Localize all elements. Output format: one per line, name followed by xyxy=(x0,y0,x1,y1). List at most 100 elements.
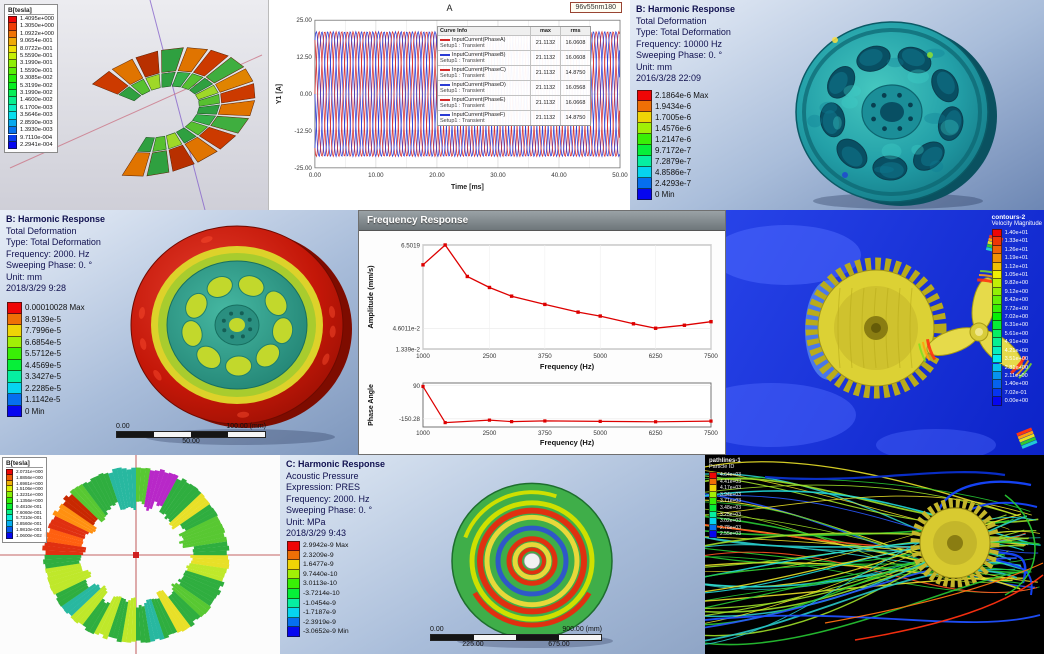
legend-color-cell xyxy=(8,119,17,128)
legend-color-cell xyxy=(6,532,13,539)
panel-pathlines: pathlines-1 Particle ID 4.64e+03 4.41e+03… xyxy=(705,455,1044,654)
legend-row: 7.7996e-5 xyxy=(7,325,85,337)
legend-color-cell xyxy=(637,101,652,112)
legend-color-cell xyxy=(991,296,1002,305)
curve-table-row: InputCurrent(PhaseA) Setup1 : Transient 21… xyxy=(438,36,590,51)
window-titlebar[interactable]: Frequency Response xyxy=(359,211,725,231)
legend-value: 2.0731e+000 xyxy=(16,469,43,474)
legend-row: 0.00010028 Max xyxy=(7,302,85,314)
legend-value: 2.3209e-9 xyxy=(303,551,334,559)
legend-color-cell xyxy=(637,156,652,167)
legend-value: 0.00010028 Max xyxy=(25,303,85,312)
legend-color-cell xyxy=(6,492,13,498)
legend-row: 1.19e+01 xyxy=(991,254,1042,263)
svg-text:7500: 7500 xyxy=(704,430,718,437)
info-line: Frequency: 2000. Hz xyxy=(286,493,370,504)
legend-color-cell xyxy=(991,338,1002,347)
svg-text:-12.50: -12.50 xyxy=(294,128,312,135)
info-line: B: Harmonic Response xyxy=(636,4,736,14)
b-field-legend: B[tesla] 2.0731e+000 1.8856e+000 1.6981e+0… xyxy=(2,457,47,543)
scale-bar: 0.00 900.00 (mm) 225.00 675.00 xyxy=(430,626,602,650)
legend-color-cell xyxy=(709,531,717,538)
legend-row: 5.5712e-5 xyxy=(7,348,85,360)
legend-value: 3.25e+03 xyxy=(720,511,741,518)
legend-value: 4.21e+00 xyxy=(1004,347,1029,354)
legend-color-cell xyxy=(709,491,717,499)
legend-color-cell xyxy=(991,237,1002,246)
legend-row: 2.2285e-5 xyxy=(7,382,85,394)
curve-info-table: Curve Info max rms InputCurrent(PhaseA) Setu… xyxy=(437,26,591,126)
legend-color-cell xyxy=(6,503,13,510)
legend-value: 3.02e+03 xyxy=(720,518,741,525)
curve-setup: Setup1 : Transient xyxy=(440,73,485,79)
legend-row: 2.3209e-9 xyxy=(287,550,349,561)
legend-value: 1.3050e+000 xyxy=(20,23,55,30)
legend-row: 3.1990e-002 xyxy=(8,90,54,98)
legend-row: 5.3199e-002 xyxy=(8,82,54,91)
scale-q3: 675.00 xyxy=(548,641,570,648)
legend-value: 3.94e+03 xyxy=(720,491,741,498)
velocity-legend: contours-2 Velocity Magnitude 1.40e+01 1.… xyxy=(991,214,1042,406)
legend-value: 1.4600e-002 xyxy=(20,97,53,104)
legend-value: 1.6981e+000 xyxy=(16,480,43,486)
legend-value: 6.1700e-003 xyxy=(20,104,53,111)
svg-text:Frequency (Hz): Frequency (Hz) xyxy=(540,362,595,371)
legend-value: 1.40e+01 xyxy=(1004,230,1029,236)
scale-mid: 50.00 xyxy=(182,438,200,445)
legend-color-cell xyxy=(6,526,13,533)
curve-table-header-cell: max xyxy=(530,27,560,35)
info-line: C: Harmonic Response xyxy=(286,459,386,469)
legend-value: 0 Min xyxy=(25,406,45,416)
legend-color-cell xyxy=(6,486,13,493)
legend-value: 1.3231e+000 xyxy=(16,492,43,498)
legend-row: 4.17e+03 xyxy=(709,485,741,492)
curve-table-row: InputCurrent(PhaseD) Setup1 : Transient 21… xyxy=(438,81,590,96)
legend-color-cell xyxy=(6,509,13,516)
legend-row: 7.72e+00 xyxy=(991,304,1042,314)
legend-color-cell xyxy=(7,371,22,383)
legend-value: 3.3427e-5 xyxy=(25,372,62,381)
svg-text:6250: 6250 xyxy=(649,430,663,437)
legend-title: contours-2 xyxy=(991,214,1026,221)
curve-name: InputCurrent(PhaseE) xyxy=(452,97,506,103)
legend-value: 1.1142e-5 xyxy=(25,395,61,404)
info-line: Type: Total Deformation xyxy=(636,27,731,37)
legend-color-cell xyxy=(991,388,1002,398)
legend-color-cell xyxy=(991,279,1002,288)
curve-setup: Setup1 : Transient xyxy=(440,103,485,109)
legend-row: 5.61e+00 xyxy=(991,329,1042,339)
curve-rms-value: 16.0568 xyxy=(560,81,590,95)
legend-row: -3.7214e-10 xyxy=(287,588,349,599)
legend-color-cell xyxy=(6,497,13,504)
legend-value: 4.4569e-5 xyxy=(25,360,62,370)
legend-value: 4.41e+03 xyxy=(720,478,741,485)
legend-row: 9.7110e-004 xyxy=(8,134,54,142)
legend-color-cell xyxy=(991,329,1002,339)
info-line: 2018/3/29 9:43 xyxy=(286,528,347,538)
legend-color-cell xyxy=(8,45,17,54)
legend-row: 9.82e+00 xyxy=(991,279,1042,288)
legend-row: 1.1142e-5 xyxy=(7,394,85,406)
legend-color-cell xyxy=(8,134,17,142)
svg-text:10.00: 10.00 xyxy=(368,172,384,179)
legend-row: 8.0722e-001 xyxy=(8,45,54,54)
legend-rows: 4.64e+03 4.41e+03 4.17e+03 3.94e+03 3.71e+03… xyxy=(709,472,741,538)
info-line: 2018/3/29 9:28 xyxy=(6,283,67,293)
svg-text:5000: 5000 xyxy=(593,353,607,360)
legend-value: 7.02e-01 xyxy=(1004,389,1027,396)
legend-color-cell xyxy=(6,474,13,481)
curve-rms-value: 14.8750 xyxy=(560,111,590,125)
legend-value: 2.2285e-5 xyxy=(25,383,62,393)
legend-row: 5.5590e-001 xyxy=(8,53,54,61)
legend-row: 1.8856e+000 xyxy=(6,474,43,481)
legend-row: 0 Min xyxy=(7,405,85,417)
legend-rows: 1.40e+01 1.33e+01 1.26e+01 1.19e+01 1.12e+01… xyxy=(991,229,1042,406)
legend-value: 2.1864e-6 Max xyxy=(655,91,709,100)
svg-text:Amplitude (mm/s): Amplitude (mm/s) xyxy=(366,265,375,329)
legend-value: 0 Min xyxy=(655,190,675,199)
curve-color-swatch xyxy=(440,38,450,41)
legend-value: 1.33e+01 xyxy=(1004,238,1029,245)
legend-color-cell xyxy=(637,178,652,189)
legend-row: 3.1990e-001 xyxy=(8,60,54,68)
legend-row: 2.81e+00 xyxy=(991,363,1042,372)
